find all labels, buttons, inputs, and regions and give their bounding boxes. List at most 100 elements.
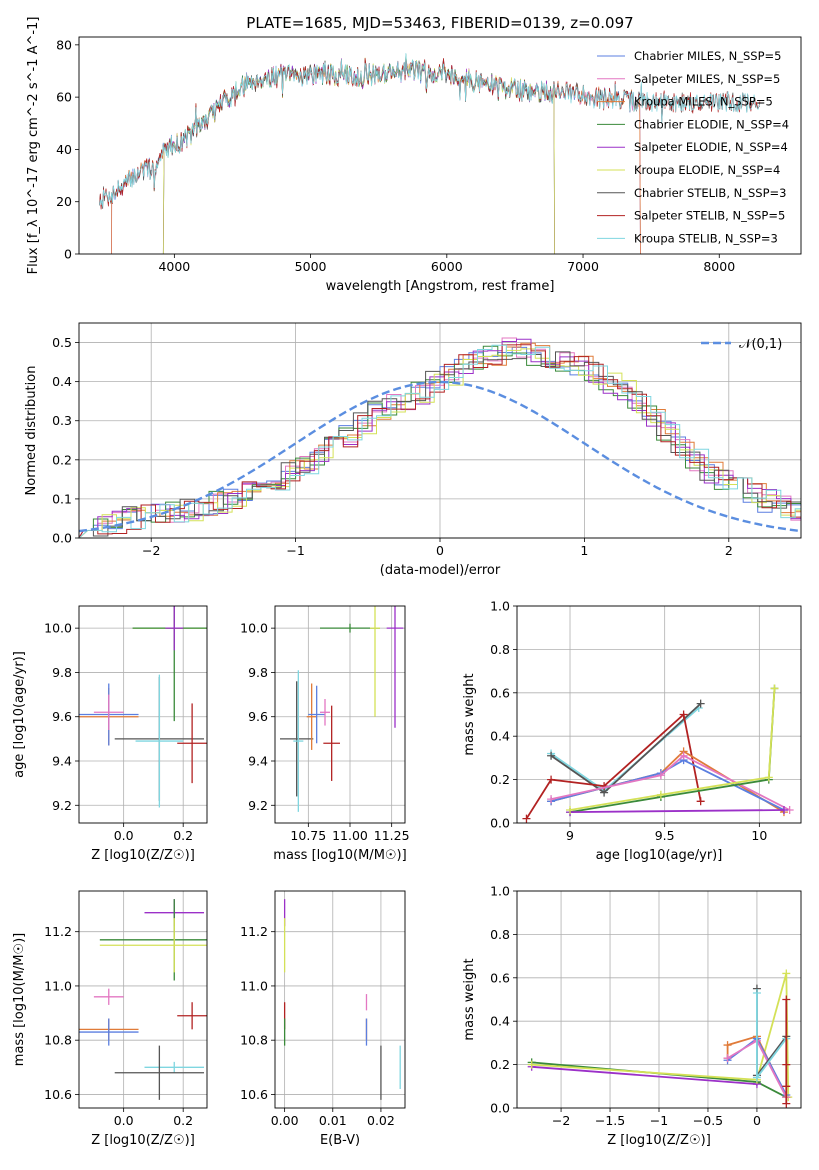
plot-frame — [274, 890, 406, 1109]
y-axis-label: mass weight — [462, 673, 477, 755]
y-tick-label: 0.2 — [490, 1057, 510, 1072]
weight-point-marker — [770, 684, 779, 693]
x-tick-label: 1 — [580, 543, 588, 558]
weight-point-marker — [679, 710, 688, 719]
y-tick-label: 10.0 — [44, 621, 72, 636]
weight-series-line — [531, 973, 790, 1098]
x-tick-label: 6000 — [431, 259, 463, 274]
gaussian-curve — [79, 380, 801, 533]
legend-label: Salpeter STELIB, N_SSP=5 — [634, 209, 785, 223]
spectrum-series-line — [111, 58, 641, 254]
histogram-series-step — [79, 344, 801, 538]
plot-frame — [78, 890, 208, 1109]
x-tick-label: 5000 — [295, 259, 327, 274]
x-tick-label: 10 — [751, 828, 767, 843]
y-tick-label: 0.5 — [52, 335, 72, 350]
weight-point-marker — [723, 1054, 732, 1063]
x-tick-label: 0.01 — [319, 1113, 347, 1128]
x-tick-label: 10.75 — [290, 828, 326, 843]
y-tick-label: 11.0 — [240, 978, 268, 993]
weight-point-marker — [696, 699, 705, 708]
x-tick-label: 11.00 — [332, 828, 368, 843]
x-tick-label: 9 — [566, 828, 574, 843]
weight-point-marker — [547, 795, 556, 804]
weight-point-marker — [566, 805, 575, 814]
histogram-series-step — [79, 338, 801, 538]
plot-frame — [274, 605, 406, 824]
spectrum-series-line — [111, 57, 641, 254]
y-axis-label: Flux [f_λ 10^-17 erg cm^-2 s^-1 A^-1] — [26, 17, 41, 275]
spectrum-lines — [99, 53, 761, 254]
y-axis-label: Normed distribution — [24, 366, 39, 496]
errorbar-group — [79, 899, 207, 1100]
legend-label: Salpeter MILES, N_SSP=5 — [634, 72, 780, 86]
y-tick-label: 20 — [56, 194, 72, 209]
y-tick-label: 9.6 — [52, 709, 72, 724]
weight-point-marker — [782, 1099, 791, 1108]
legend-label: 𝒩(0,1) — [739, 337, 782, 352]
y-tick-label: 10.6 — [44, 1087, 72, 1102]
y-tick-label: 0.8 — [490, 927, 510, 942]
x-tick-label: 0.02 — [367, 1113, 395, 1128]
weight-series-line — [569, 688, 776, 811]
errorbar-group — [79, 606, 207, 808]
y-tick-label: 40 — [56, 142, 72, 157]
weight-point-marker — [696, 797, 705, 806]
weight-point-marker — [723, 1041, 732, 1050]
y-tick-label: 0.0 — [490, 1101, 510, 1116]
legend-label: Chabrier STELIB, N_SSP=3 — [634, 186, 786, 200]
spectrum-series-line — [111, 56, 641, 254]
x-tick-label: 0 — [753, 1113, 761, 1128]
y-tick-label: 9.2 — [248, 798, 268, 813]
x-axis-label: wavelength [Angstrom, rest frame] — [326, 279, 555, 294]
y-tick-label: 10.8 — [44, 1033, 72, 1048]
y-tick-label: 60 — [56, 90, 72, 105]
spectrum-series-line — [99, 57, 761, 210]
y-tick-label: 11.0 — [44, 978, 72, 993]
x-axis-label: Z [log10(Z/Z☉)] — [91, 848, 195, 863]
weight-series-line — [531, 1065, 757, 1085]
weight-point-marker — [656, 771, 665, 780]
y-tick-label: 9.4 — [52, 754, 72, 769]
x-tick-label: 0 — [436, 543, 444, 558]
y-tick-label: 0.8 — [490, 642, 510, 657]
legend-label: Chabrier MILES, N_SSP=5 — [634, 49, 781, 63]
plot-frame — [516, 890, 802, 1109]
y-tick-label: 9.4 — [248, 754, 268, 769]
y-tick-label: 0.2 — [490, 772, 510, 787]
weight-point-marker — [782, 995, 791, 1004]
y-tick-label: 9.2 — [52, 798, 72, 813]
legend-label: Kroupa STELIB, N_SSP=3 — [634, 231, 778, 245]
y-tick-label: 1.0 — [490, 884, 510, 899]
weight-point-marker — [752, 1073, 761, 1082]
y-tick-label: 0.0 — [52, 531, 72, 546]
mass-vs-extinction-panel: 0.00 0.01 0.02 10.6 10.8 11.0 11.2 E(B-V) — [240, 890, 406, 1148]
legend-label: Salpeter ELODIE, N_SSP=4 — [634, 140, 788, 154]
spectrum-series-line — [99, 53, 761, 207]
x-tick-label: 9.5 — [655, 828, 675, 843]
x-tick-label: −1 — [286, 543, 304, 558]
y-tick-label: 0.4 — [490, 1014, 510, 1029]
weight-point-marker — [752, 988, 761, 997]
weight-point-marker — [782, 1060, 791, 1069]
residual-histogram-panel: −2 −1 0 1 2 0.0 0.1 0.2 0.3 0.4 0.5 (data-model)/er… — [24, 322, 802, 578]
y-tick-label: 9.8 — [52, 665, 72, 680]
y-tick-label: 0.2 — [52, 452, 72, 467]
spectrum-panel: 4000 5000 6000 7000 8000 0 20 40 60 80 wavelength … — [26, 17, 802, 294]
errorbar-group — [283, 899, 401, 1100]
weight-point-marker — [656, 790, 665, 799]
x-tick-label: 4000 — [158, 259, 190, 274]
spectrum-legend: Chabrier MILES, N_SSP=5 Salpeter MILES, N… — [597, 49, 789, 245]
histogram-series-step — [79, 344, 801, 538]
x-tick-label: 0.0 — [114, 1113, 134, 1128]
y-axis-label: mass weight — [462, 958, 477, 1040]
x-axis-label: (data-model)/error — [380, 563, 501, 578]
y-tick-label: 1.0 — [490, 599, 510, 614]
y-tick-label: 0.3 — [52, 413, 72, 428]
plot-frame — [516, 605, 802, 824]
x-axis-label: age [log10(age/yr)] — [596, 848, 723, 863]
x-tick-label: 0.2 — [173, 1113, 193, 1128]
weight-point-marker — [764, 773, 773, 782]
mass-weight-vs-age-panel: 9 9.5 10 0.0 0.2 0.4 0.6 0.8 1.0 age [log10(age/y… — [462, 599, 802, 863]
